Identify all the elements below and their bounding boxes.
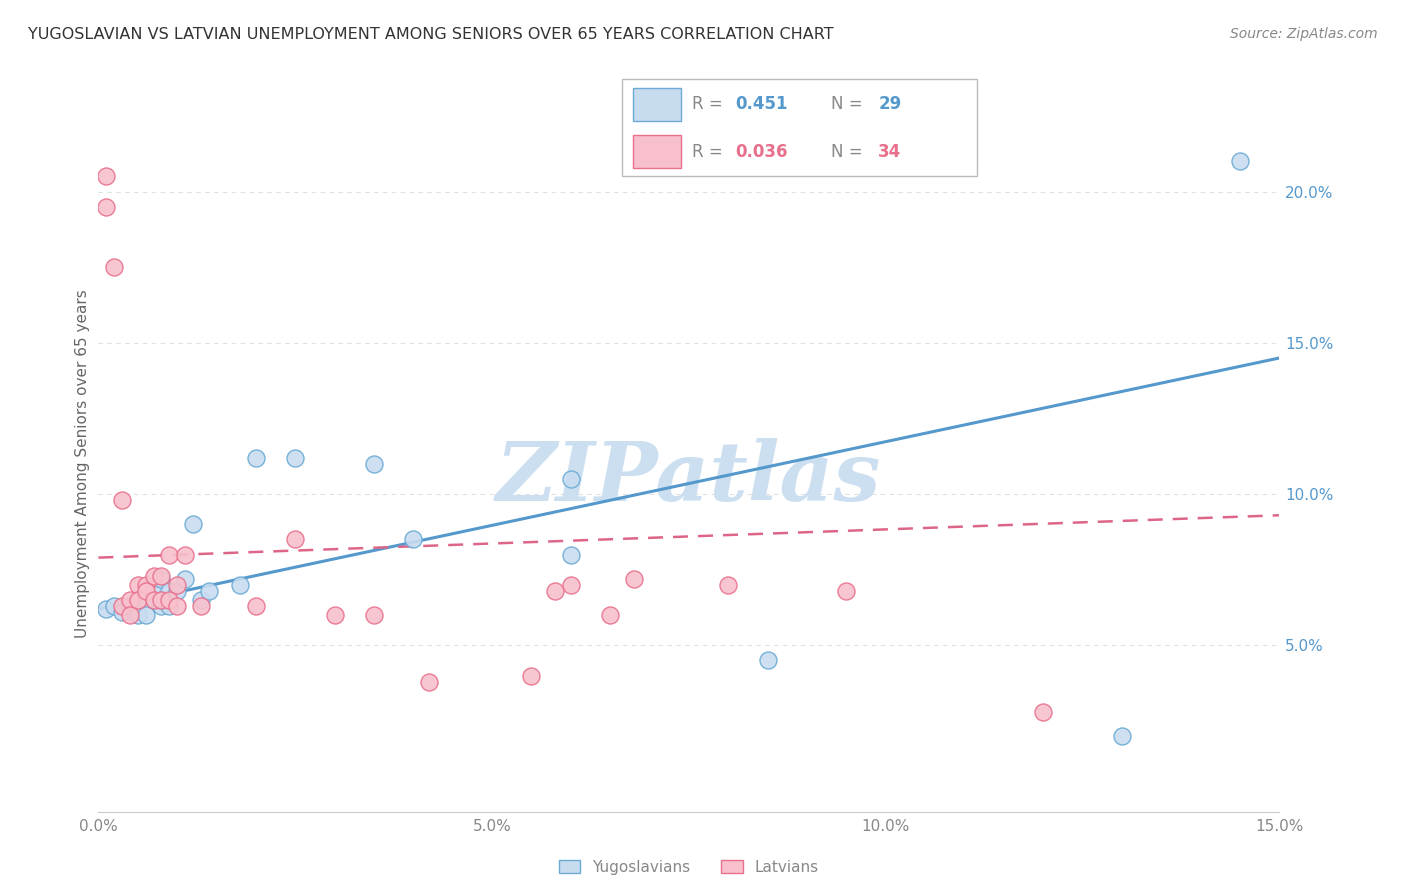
Point	[544, 583, 567, 598]
Point	[103, 260, 125, 275]
Point	[142, 593, 165, 607]
Point	[157, 548, 180, 562]
Point	[135, 608, 157, 623]
Point	[623, 572, 645, 586]
Point	[118, 599, 141, 613]
Point	[142, 593, 165, 607]
Point	[1032, 705, 1054, 719]
Point	[150, 593, 173, 607]
Text: R =: R =	[692, 143, 728, 161]
Point	[96, 200, 118, 214]
Text: 29: 29	[879, 95, 901, 113]
Point	[174, 548, 197, 562]
Point	[111, 599, 134, 613]
Point	[127, 593, 149, 607]
Point	[245, 450, 267, 465]
Point	[118, 593, 141, 607]
Point	[135, 578, 157, 592]
Point	[835, 583, 858, 598]
Point	[284, 450, 307, 465]
Point	[520, 668, 543, 682]
Point	[174, 572, 197, 586]
Point	[127, 593, 149, 607]
Point	[166, 599, 188, 613]
Point	[363, 457, 385, 471]
Point	[190, 599, 212, 613]
Text: 0.451: 0.451	[735, 95, 789, 113]
Point	[127, 578, 149, 592]
Point	[103, 599, 125, 613]
Point	[181, 517, 204, 532]
Point	[190, 593, 212, 607]
Point	[560, 472, 582, 486]
Point	[717, 578, 740, 592]
Text: N =: N =	[831, 143, 868, 161]
Point	[96, 169, 118, 184]
Text: 34: 34	[879, 143, 901, 161]
Text: YUGOSLAVIAN VS LATVIAN UNEMPLOYMENT AMONG SENIORS OVER 65 YEARS CORRELATION CHAR: YUGOSLAVIAN VS LATVIAN UNEMPLOYMENT AMON…	[28, 27, 834, 42]
Point	[560, 578, 582, 592]
Point	[142, 583, 165, 598]
Bar	[633, 136, 681, 168]
Point	[560, 548, 582, 562]
Point	[1229, 154, 1251, 169]
Point	[402, 533, 425, 547]
Text: ZIPatlas: ZIPatlas	[496, 438, 882, 517]
Point	[363, 608, 385, 623]
Point	[166, 583, 188, 598]
Point	[157, 593, 180, 607]
Point	[166, 578, 188, 592]
Legend: Yugoslavians, Latvians: Yugoslavians, Latvians	[553, 854, 825, 880]
FancyBboxPatch shape	[623, 78, 977, 177]
Point	[150, 568, 173, 582]
Text: Source: ZipAtlas.com: Source: ZipAtlas.com	[1230, 27, 1378, 41]
Text: N =: N =	[831, 95, 868, 113]
Point	[157, 599, 180, 613]
Point	[135, 583, 157, 598]
Point	[150, 599, 173, 613]
Point	[111, 605, 134, 619]
Point	[1111, 729, 1133, 743]
Point	[323, 608, 346, 623]
Point	[284, 533, 307, 547]
Point	[150, 572, 173, 586]
Point	[127, 608, 149, 623]
Point	[756, 653, 779, 667]
Point	[118, 608, 141, 623]
Text: R =: R =	[692, 95, 728, 113]
Bar	[633, 88, 681, 121]
Y-axis label: Unemployment Among Seniors over 65 years: Unemployment Among Seniors over 65 years	[75, 290, 90, 638]
Point	[111, 493, 134, 508]
Point	[599, 608, 621, 623]
Text: 0.036: 0.036	[735, 143, 789, 161]
Point	[150, 593, 173, 607]
Point	[96, 602, 118, 616]
Point	[142, 568, 165, 582]
Point	[229, 578, 252, 592]
Point	[245, 599, 267, 613]
Point	[418, 674, 440, 689]
Point	[197, 583, 219, 598]
Point	[157, 583, 180, 598]
